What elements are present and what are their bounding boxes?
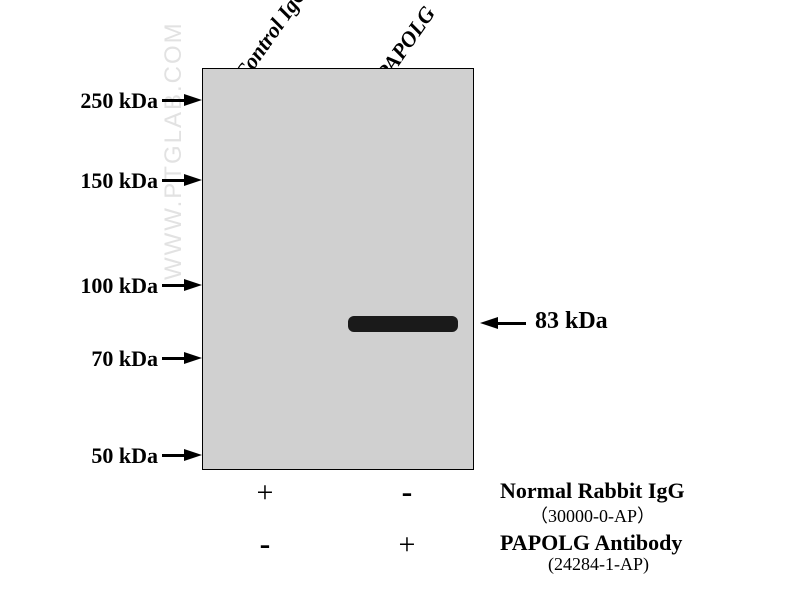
mw-label-100: 100 kDa	[48, 273, 158, 299]
band-size-label: 83 kDa	[535, 308, 608, 335]
band-papolg-83kda	[348, 316, 458, 332]
mw-arrow-50	[184, 449, 202, 461]
mw-arrow-70	[184, 352, 202, 364]
figure-container: WWW.PTGLAB.COM Control IgG PAPOLG 250 kD…	[0, 0, 800, 600]
legend-row1-main: PAPOLG Antibody	[500, 530, 682, 556]
mw-label-250: 250 kDa	[48, 88, 158, 114]
mw-arrow-shaft-100	[162, 284, 186, 287]
mw-arrow-shaft-50	[162, 454, 186, 457]
grid-r1-c0: -	[250, 525, 280, 562]
legend-row0-main: Normal Rabbit IgG	[500, 478, 685, 504]
mw-arrow-250	[184, 94, 202, 106]
grid-r0-c1: -	[392, 473, 422, 510]
grid-r1-c1: +	[392, 528, 422, 562]
blot-membrane	[202, 68, 474, 470]
mw-arrow-shaft-250	[162, 99, 186, 102]
mw-arrow-shaft-70	[162, 357, 186, 360]
mw-label-50: 50 kDa	[48, 443, 158, 469]
mw-label-70: 70 kDa	[48, 346, 158, 372]
mw-arrow-150	[184, 174, 202, 186]
legend-row1-sub: (24284-1-AP)	[548, 554, 649, 575]
mw-arrow-shaft-150	[162, 179, 186, 182]
band-arrow-shaft	[496, 322, 526, 325]
watermark-text: WWW.PTGLAB.COM	[160, 21, 188, 280]
mw-arrow-100	[184, 279, 202, 291]
grid-r0-c0: +	[250, 476, 280, 510]
legend-row0-sub: （30000-0-AP）	[530, 502, 655, 528]
mw-label-150: 150 kDa	[48, 168, 158, 194]
